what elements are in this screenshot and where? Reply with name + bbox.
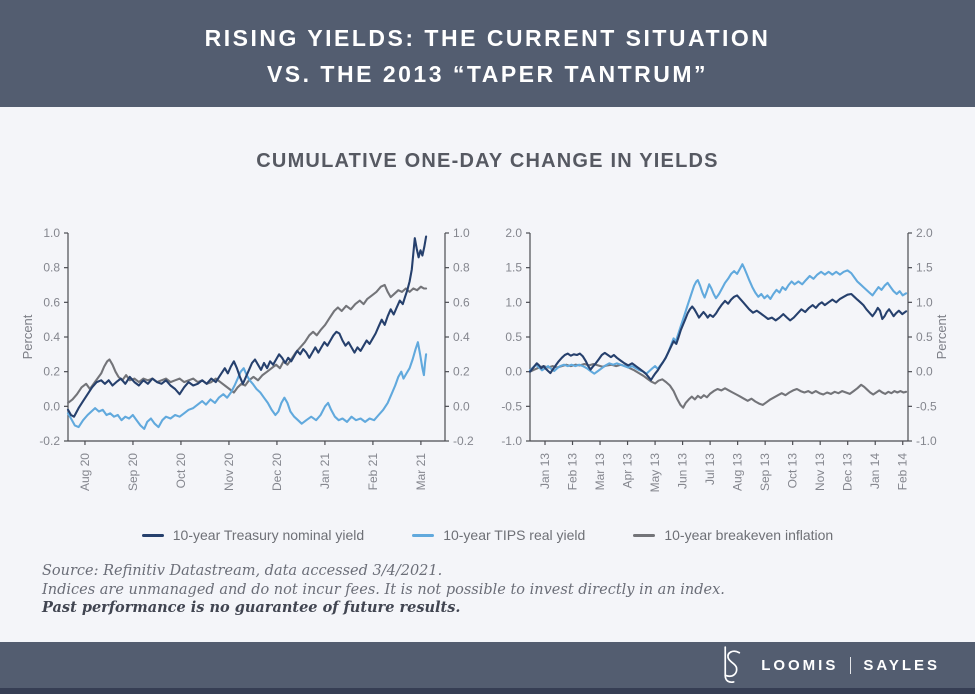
svg-text:Jan 13: Jan 13 — [538, 453, 552, 489]
page-title-line1: RISING YIELDS: THE CURRENT SITUATION — [204, 25, 771, 51]
svg-text:Dec 20: Dec 20 — [270, 453, 284, 491]
svg-text:0.4: 0.4 — [43, 330, 60, 344]
svg-text:Jul 13: Jul 13 — [703, 453, 717, 485]
svg-text:Aug 13: Aug 13 — [731, 453, 745, 491]
svg-text:1.0: 1.0 — [505, 295, 522, 309]
svg-text:0.0: 0.0 — [916, 365, 933, 379]
right-chart-taper-tantrum: 2.0 2.0 1.5 1.5 1.0 1.0 0.5 0.5 0.0 0.0 -0.5 -0.5 -1… — [501, 226, 949, 493]
svg-text:Jan 21: Jan 21 — [318, 453, 332, 489]
svg-text:Dec 13: Dec 13 — [841, 453, 855, 491]
legend-label-tips: 10-year TIPS real yield — [443, 527, 586, 543]
svg-text:Jan 14: Jan 14 — [868, 453, 882, 489]
legend-label-nominal: 10-year Treasury nominal yield — [172, 527, 365, 543]
brand-sayles: SAYLES — [863, 656, 940, 674]
legend-item-tips: 10-year TIPS real yield — [412, 527, 585, 543]
svg-text:0.5: 0.5 — [505, 330, 522, 344]
title-banner: RISING YIELDS: THE CURRENT SITUATION VS.… — [0, 0, 975, 107]
svg-text:2.0: 2.0 — [916, 226, 933, 240]
svg-text:Aug 20: Aug 20 — [78, 453, 92, 491]
svg-text:Jun 13: Jun 13 — [676, 453, 690, 489]
svg-text:0.2: 0.2 — [453, 365, 470, 379]
svg-text:Percent: Percent — [934, 314, 949, 359]
footer-accent-strip — [0, 688, 975, 694]
tips-line-swatch-icon — [412, 533, 435, 537]
brand-divider — [850, 656, 852, 674]
loomis-sayles-monogram-icon — [724, 646, 741, 684]
brand-wordmark: LOOMIS SAYLES — [761, 656, 940, 674]
svg-text:Sep 20: Sep 20 — [126, 453, 140, 491]
svg-text:-0.2: -0.2 — [39, 434, 60, 448]
svg-text:Mar 13: Mar 13 — [593, 453, 607, 491]
left-chart-current-situation: 1.0 1.0 0.8 0.8 0.6 0.6 0.4 0.4 0.2 0.2 0.0 0.0 -0.2… — [20, 226, 474, 491]
svg-text:-1.0: -1.0 — [501, 434, 522, 448]
svg-text:Oct 20: Oct 20 — [174, 453, 188, 489]
source-note: Source: Refinitiv Datastream, data acces… — [42, 563, 443, 579]
svg-text:0.6: 0.6 — [43, 295, 60, 309]
breakeven-line-swatch-icon — [633, 533, 656, 537]
svg-text:Sep 13: Sep 13 — [758, 453, 772, 491]
nominal-line-swatch-icon — [141, 533, 164, 537]
svg-text:0.4: 0.4 — [453, 330, 470, 344]
svg-text:2.0: 2.0 — [505, 226, 522, 240]
disclaimer-note: Indices are unmanaged and do not incur f… — [42, 581, 725, 598]
legend-item-breakeven: 10-year breakeven inflation — [633, 527, 833, 543]
svg-text:Feb 13: Feb 13 — [566, 453, 580, 491]
svg-text:0.8: 0.8 — [43, 261, 60, 275]
svg-text:-0.5: -0.5 — [916, 399, 937, 413]
legend-item-nominal: 10-year Treasury nominal yield — [141, 527, 365, 543]
chart-subtitle: CUMULATIVE ONE-DAY CHANGE IN YIELDS — [256, 150, 719, 172]
brand-loomis: LOOMIS — [761, 656, 839, 674]
svg-text:0.2: 0.2 — [43, 365, 60, 379]
svg-text:1.0: 1.0 — [43, 226, 60, 240]
svg-text:1.0: 1.0 — [916, 295, 933, 309]
page-title-line2: VS. THE 2013 “TAPER TANTRUM” — [266, 61, 709, 87]
legend-label-breakeven: 10-year breakeven inflation — [664, 527, 834, 543]
footnotes: Source: Refinitiv Datastream, data acces… — [42, 562, 725, 618]
svg-text:0.0: 0.0 — [505, 365, 522, 379]
svg-text:0.8: 0.8 — [453, 261, 470, 275]
svg-text:0.5: 0.5 — [916, 330, 933, 344]
svg-text:-0.2: -0.2 — [453, 434, 474, 448]
svg-text:-0.5: -0.5 — [501, 399, 522, 413]
svg-text:Nov 20: Nov 20 — [222, 453, 236, 491]
svg-text:Apr 13: Apr 13 — [621, 453, 635, 489]
loomis-sayles-logo: LOOMIS SAYLES — [713, 644, 940, 686]
svg-text:Oct 13: Oct 13 — [786, 453, 800, 489]
svg-text:0.6: 0.6 — [453, 295, 470, 309]
svg-text:1.5: 1.5 — [916, 261, 933, 275]
legend: 10-year Treasury nominal yield 10-year T… — [0, 527, 975, 543]
svg-text:1.5: 1.5 — [505, 261, 522, 275]
svg-text:Percent: Percent — [20, 314, 35, 359]
svg-text:May 13: May 13 — [648, 453, 662, 493]
svg-text:Mar 21: Mar 21 — [414, 453, 428, 491]
svg-text:-1.0: -1.0 — [916, 434, 937, 448]
svg-text:Feb 14: Feb 14 — [896, 453, 910, 491]
past-performance-note: Past performance is no guarantee of futu… — [42, 599, 461, 616]
footer-bar — [0, 642, 975, 688]
svg-text:Feb 21: Feb 21 — [366, 453, 380, 491]
svg-text:0.0: 0.0 — [453, 399, 470, 413]
svg-text:1.0: 1.0 — [453, 226, 470, 240]
svg-text:Nov 13: Nov 13 — [813, 453, 827, 491]
svg-text:0.0: 0.0 — [43, 399, 60, 413]
